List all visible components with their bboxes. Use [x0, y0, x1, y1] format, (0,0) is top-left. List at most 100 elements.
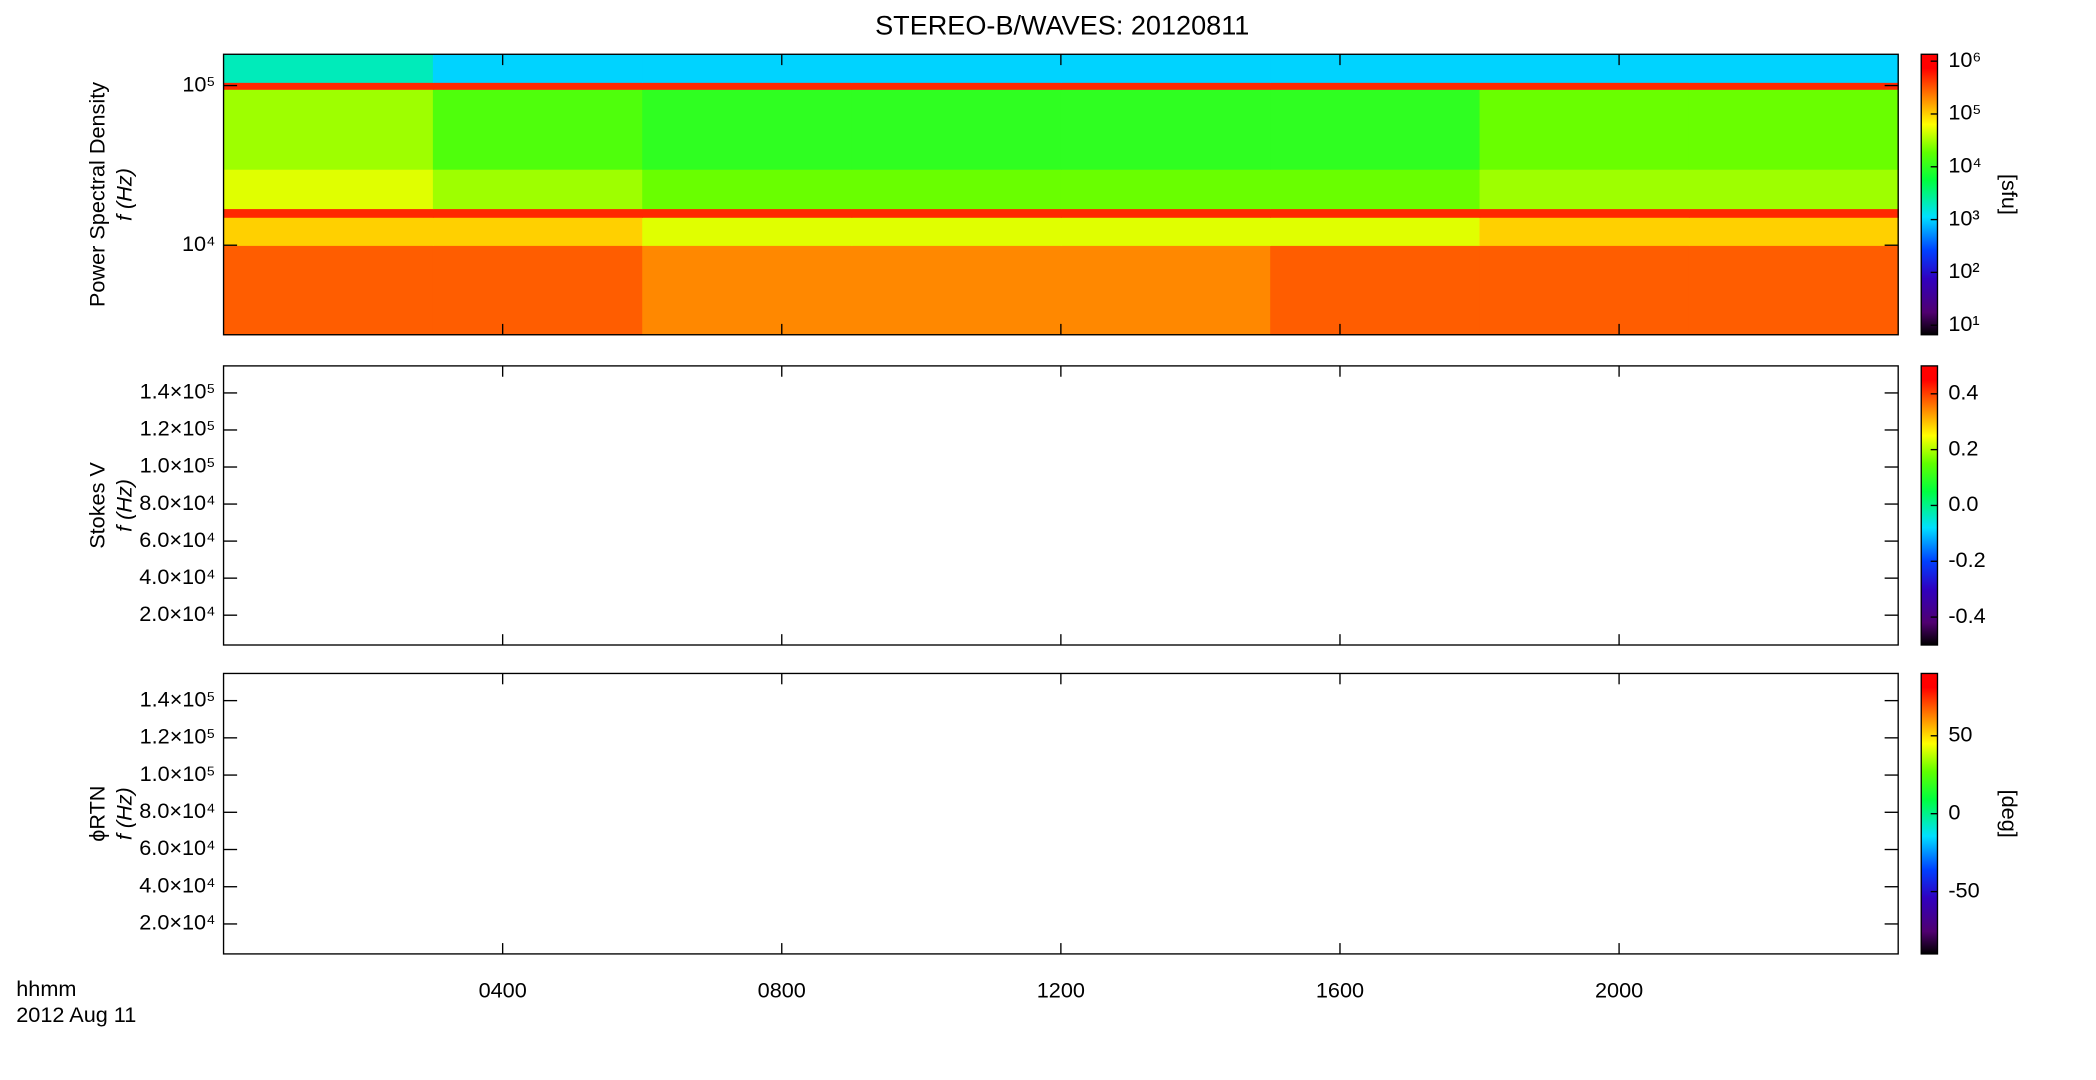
- colorbar-tick-label: -0.4: [1948, 603, 1985, 628]
- y-tick-label: 10⁴: [182, 231, 215, 256]
- heatmap-cell: [1688, 169, 1899, 210]
- heatmap-cell: [1270, 245, 1481, 336]
- x-axis-label: 2012 Aug 11: [16, 1002, 136, 1027]
- heatmap-cell: [642, 208, 853, 218]
- heatmap-cell: [1479, 89, 1690, 170]
- plot-frame: [222, 672, 1899, 955]
- y-axis-label: f (Hz): [112, 168, 137, 221]
- heatmap-cell: [223, 217, 434, 246]
- y-axis-label: Stokes V: [85, 462, 110, 549]
- heatmap-cell: [1060, 89, 1271, 170]
- heatmap-cell: [1479, 245, 1690, 336]
- y-axis-label: f (Hz): [112, 787, 137, 840]
- heatmap-cell: [1270, 89, 1481, 170]
- heatmap-cell: [851, 82, 1062, 90]
- heatmap-cell: [1479, 169, 1690, 210]
- heatmap-cell: [1270, 217, 1481, 246]
- plot-frame: [222, 365, 1899, 646]
- heatmap-cell: [851, 89, 1062, 170]
- x-axis-label: hhmm: [16, 976, 76, 1001]
- heatmap-cell: [432, 89, 643, 170]
- heatmap-cell: [1060, 245, 1271, 336]
- y-tick-label: 1.0×10⁵: [140, 453, 216, 478]
- heatmap-cell: [432, 54, 643, 83]
- heatmap-cell: [1688, 54, 1899, 83]
- colorbar-tick-label: 10⁶: [1948, 47, 1981, 72]
- heatmap-cell: [432, 245, 643, 336]
- heatmap-cell: [1060, 169, 1271, 210]
- heatmap-cell: [642, 169, 853, 210]
- heatmap-cell: [851, 208, 1062, 218]
- y-tick-label: 8.0×10⁴: [139, 798, 215, 823]
- x-tick-label: 1200: [1037, 978, 1085, 1003]
- x-tick-label: 0400: [479, 978, 527, 1003]
- colorbar-label: [sfu]: [1997, 174, 2022, 215]
- heatmap-cell: [432, 217, 643, 246]
- heatmap-cell: [851, 245, 1062, 336]
- heatmap-cell: [1688, 82, 1899, 90]
- heatmap-cell: [1060, 217, 1271, 246]
- heatmap-cell: [642, 217, 853, 246]
- colorbar-tick-label: 10⁵: [1948, 100, 1981, 125]
- heatmap-cell: [1060, 54, 1271, 83]
- colorbar-tick-label: -50: [1948, 877, 1979, 902]
- heatmap-cell: [223, 169, 434, 210]
- y-axis-label: ϕRTN: [85, 786, 110, 842]
- y-tick-label: 1.4×10⁵: [140, 379, 216, 404]
- heatmap-cell: [851, 217, 1062, 246]
- y-tick-label: 8.0×10⁴: [139, 490, 215, 515]
- heatmap-cell: [1479, 208, 1690, 218]
- y-tick-label: 6.0×10⁴: [139, 527, 215, 552]
- colorbar-tick-label: 10²: [1948, 258, 1979, 283]
- heatmap-cell: [1688, 217, 1899, 246]
- colorbar-label: [deg]: [1997, 790, 2022, 838]
- y-tick-label: 2.0×10⁴: [139, 601, 215, 626]
- y-tick-label: 1.2×10⁵: [140, 724, 216, 749]
- colorbar-tick-label: 10⁴: [1948, 152, 1981, 177]
- y-axis-label: Power Spectral Density: [85, 82, 110, 307]
- heatmap-cell: [1688, 208, 1899, 218]
- colorbar-tick-label: 10³: [1948, 205, 1979, 230]
- y-tick-label: 1.4×10⁵: [140, 686, 216, 711]
- x-tick-label: 0800: [758, 978, 806, 1003]
- heatmap-cell: [432, 82, 643, 90]
- colorbar-tick-label: 50: [1948, 721, 1972, 746]
- colorbar-tick-label: 0.4: [1948, 380, 1978, 405]
- heatmap-cell: [1479, 217, 1690, 246]
- heatmap-cell: [1060, 208, 1271, 218]
- y-tick-label: 1.2×10⁵: [140, 416, 216, 441]
- y-tick-label: 1.0×10⁵: [140, 761, 216, 786]
- x-tick-label: 2000: [1595, 978, 1643, 1003]
- colorbar-tick-label: 0.2: [1948, 435, 1978, 460]
- heatmap-cell: [642, 245, 853, 336]
- heatmap-cell: [432, 169, 643, 210]
- colorbar-tick-label: -0.2: [1948, 547, 1985, 572]
- colorbar-tick-label: 0: [1948, 799, 1960, 824]
- colorbar-tick-label: 10¹: [1948, 311, 1979, 336]
- heatmap-cell: [223, 245, 434, 336]
- y-tick-label: 10⁵: [182, 71, 215, 96]
- heatmap-cell: [851, 169, 1062, 210]
- heatmap-cell: [1688, 89, 1899, 170]
- colorbar: [1920, 53, 1939, 336]
- y-tick-label: 2.0×10⁴: [139, 910, 215, 935]
- y-axis-label: f (Hz): [112, 479, 137, 532]
- y-tick-label: 4.0×10⁴: [139, 872, 215, 897]
- heatmap-cell: [642, 89, 853, 170]
- heatmap-cell: [223, 82, 434, 90]
- heatmap-cell: [432, 208, 643, 218]
- heatmap-cell: [642, 82, 853, 90]
- colorbar-tick-label: 0.0: [1948, 491, 1978, 516]
- heatmap-cell: [223, 208, 434, 218]
- heatmap-cell: [1270, 54, 1481, 83]
- y-tick-label: 4.0×10⁴: [139, 564, 215, 589]
- heatmap-cell: [642, 54, 853, 83]
- heatmap-cell: [1479, 82, 1690, 90]
- heatmap-cell: [223, 89, 434, 170]
- heatmap-cell: [1270, 169, 1481, 210]
- heatmap-cell: [1270, 82, 1481, 90]
- heatmap-cell: [1688, 245, 1899, 336]
